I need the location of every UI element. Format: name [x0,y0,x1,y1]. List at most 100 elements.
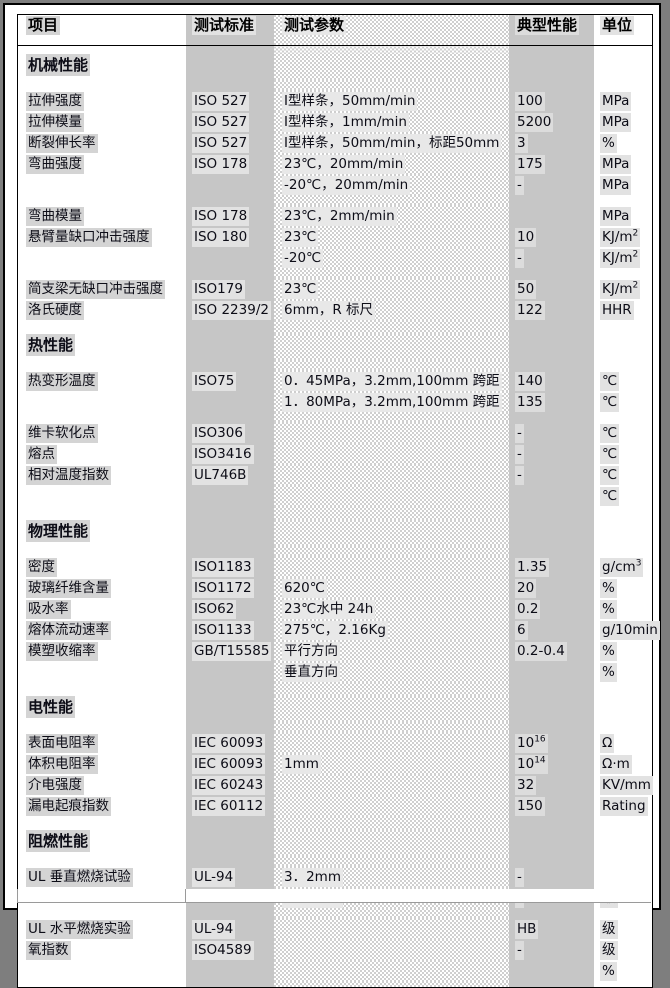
item-label: 熔点 [26,445,57,464]
group-header-cell [509,334,594,360]
cell-unit: % [594,661,653,682]
item-label: UL 垂直燃烧试验 [26,868,133,887]
spacer-cell [274,80,509,90]
spacer-cell [594,80,653,90]
spacer-cell [17,45,186,54]
header-cell-parameter: 测试参数 [274,14,509,46]
typical-value: 140 [515,372,545,391]
unit-label: g/cm3 [600,558,644,577]
spacer-cell [274,320,509,334]
spacer-cell [17,360,186,370]
cell-typical [509,485,594,506]
cell-parameter: 23℃ [274,226,509,247]
cell-standard [186,485,274,506]
unit-label: % [600,134,617,153]
cell-parameter: 23℃，2mm/min [274,205,509,226]
cell-unit: Ω·m [594,753,653,774]
cell-parameter: -20℃ [274,247,509,268]
cell-typical: 135 [509,391,594,412]
spacer-cell [186,856,274,866]
spacer-cell [17,981,186,988]
spacer-cell [186,506,274,520]
standard-label: ISO179 [192,280,245,299]
item-label: 氧指数 [26,941,71,960]
cell-typical: - [509,422,594,443]
standard-label: ISO62 [192,600,237,619]
cell-item: 相对温度指数 [17,464,186,485]
cell-unit: 级 [594,939,653,960]
group-header-row: 阻燃性能 [17,830,653,856]
cell-item: 氧指数 [17,939,186,960]
parameter-label: -20℃ [282,249,324,268]
cell-parameter: 275℃，2.16Kg [274,619,509,640]
cell-parameter: 6mm，R 标尺 [274,299,509,320]
spacer-cell [17,682,186,696]
standard-label: ISO 178 [192,155,250,174]
cell-typical: - [509,866,594,887]
header-label-standard: 测试标准 [192,16,257,35]
spacer-cell [594,268,653,278]
spacer-cell [509,981,594,988]
cell-standard: ISO1183 [186,556,274,577]
cell-typical: 20 [509,577,594,598]
parameter-label: 23℃水中 24h [282,600,376,619]
spacer-cell [274,682,509,696]
unit-label: ℃ [600,372,620,391]
standard-label: ISO75 [192,372,237,391]
spacer-cell [509,360,594,370]
cell-standard: IEC 60243 [186,774,274,795]
cell-standard [186,174,274,195]
unit-label: g/10min [600,621,660,640]
cell-parameter [274,464,509,485]
cell-standard: ISO 180 [186,226,274,247]
group-header-cell [186,696,274,722]
table-row: -20℃，20mm/min - MPa [17,174,653,195]
cell-parameter: 垂直方向 [274,661,509,682]
spacer-cell [594,981,653,988]
spacer-cell [186,722,274,732]
unit-label: HHR [600,301,634,320]
cell-parameter: 23℃水中 24h [274,598,509,619]
table-row: 介电强度 IEC 60243 32 KV/mm [17,774,653,795]
group-header-cell [274,520,509,546]
cell-standard: ISO306 [186,422,274,443]
cell-item: 玻璃纤维含量 [17,577,186,598]
spacer-cell [594,722,653,732]
unit-label: KJ/m2 [600,249,641,268]
cell-parameter [274,939,509,960]
document-frame: 项目 测试标准 测试参数 典型性能 单位 机械性能 拉伸强度 ISO 527 I型样条… [3,3,661,988]
cell-item: 拉伸强度 [17,90,186,111]
item-label: 介电强度 [26,776,84,795]
cell-standard: ISO 527 [186,90,274,111]
table-row: 密度 ISO1183 1.35 g/cm3 [17,556,653,577]
spacer-cell [274,412,509,422]
spacer-cell [186,45,274,54]
group-header-cell [274,696,509,722]
cell-unit: KV/mm [594,774,653,795]
standard-label: GB/T15585 [192,642,272,661]
cell-typical [509,661,594,682]
cell-typical: 50 [509,278,594,299]
parameter-label: -20℃，20mm/min [282,176,411,195]
unit-label: ℃ [600,487,620,506]
typical-value: 1016 [515,734,548,753]
cell-item: 密度 [17,556,186,577]
spacer-cell [509,268,594,278]
spacer-cell [509,546,594,556]
item-label: 体积电阻率 [26,755,98,774]
cell-unit: MPa [594,111,653,132]
unit-label: 级 [600,941,618,960]
group-header-cell [186,830,274,856]
spacer-cell [509,320,594,334]
cell-standard: ISO179 [186,278,274,299]
cell-typical: 0.2 [509,598,594,619]
cell-item: 断裂伸长率 [17,132,186,153]
cell-parameter: 620℃ [274,577,509,598]
standard-label: ISO306 [192,424,245,443]
standard-label: ISO3416 [192,445,254,464]
cell-unit [594,866,653,887]
cell-item [17,661,186,682]
typical-value: 20 [515,579,537,598]
unit-label: MPa [600,176,632,195]
spacer-row [17,908,653,918]
